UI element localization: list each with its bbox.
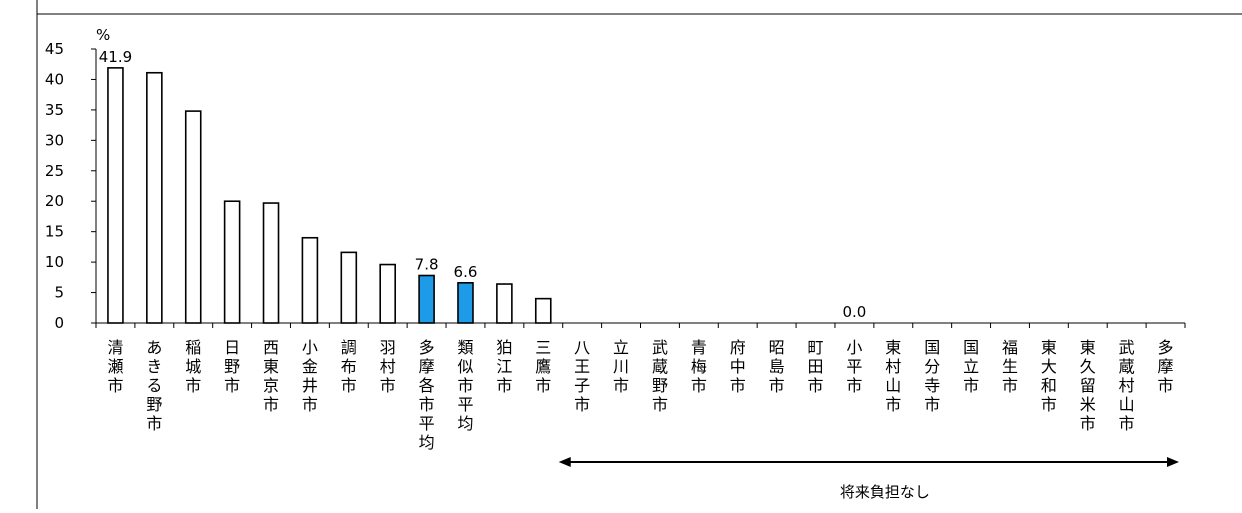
category-label: 国分寺市 (924, 338, 940, 414)
data-label: 6.6 (454, 263, 478, 281)
bar-6 (301, 236, 319, 324)
category-label: 八王子市 (574, 338, 590, 414)
data-label: 7.8 (415, 256, 439, 274)
data-label: 41.9 (99, 48, 132, 66)
bar-2 (146, 71, 163, 324)
category-label: 多摩市 (1158, 338, 1174, 395)
bar-5 (262, 202, 280, 324)
bar-11 (496, 283, 513, 324)
category-label: 町田市 (808, 338, 824, 395)
category-label: 類似市平均 (457, 338, 473, 433)
y-tick-label: 0 (54, 314, 64, 332)
category-label: 東大和市 (1041, 338, 1057, 414)
category-label: 東村山市 (885, 338, 901, 414)
category-label: 昭島市 (769, 338, 785, 395)
bar-12 (534, 297, 552, 324)
category-label: 武蔵野市 (652, 338, 668, 414)
category-label: 西東京市 (263, 338, 279, 414)
y-tick-label: 25 (45, 162, 64, 180)
category-label: 東久留米市 (1080, 338, 1096, 433)
category-label: 狛江市 (496, 338, 512, 395)
category-label: 三鷹市 (535, 338, 551, 395)
y-tick-label: 15 (45, 223, 64, 241)
category-label: 小金井市 (302, 338, 318, 414)
category-label: 清瀬市 (107, 338, 123, 395)
category-label: 羽村市 (380, 338, 396, 395)
y-tick-label: 30 (45, 131, 64, 149)
bar-4 (223, 200, 241, 324)
category-label: 府中市 (730, 338, 746, 395)
range-arrow-left-head (558, 457, 571, 467)
bar-1 (107, 67, 124, 324)
y-tick-label: 35 (45, 101, 64, 119)
category-label: 多摩各市平均 (419, 338, 435, 452)
category-label: 調布市 (341, 338, 357, 395)
y-tick-label: 10 (45, 253, 64, 271)
category-label: 青梅市 (691, 338, 707, 395)
y-tick-label: 20 (45, 192, 64, 210)
range-arrow-right-head (1167, 457, 1179, 467)
bar-7 (340, 251, 358, 324)
unit-label: % (96, 26, 110, 44)
bar-10 (457, 282, 474, 324)
bar-3 (184, 110, 202, 324)
category-label: 国立市 (963, 338, 979, 395)
y-tick-label: 5 (54, 284, 64, 302)
category-label: 日野市 (224, 338, 240, 395)
category-label: あきる野市 (146, 338, 162, 433)
bar-9 (418, 274, 435, 324)
data-label: 0.0 (842, 303, 866, 321)
bar-8 (379, 263, 396, 324)
range-annotation-label: 将来負担なし (840, 483, 930, 501)
category-label: 立川市 (613, 338, 629, 395)
category-label: 稲城市 (185, 338, 201, 395)
y-tick-label: 40 (45, 70, 64, 88)
category-label: 武蔵村山市 (1119, 338, 1135, 433)
y-tick-label: 45 (45, 40, 64, 58)
category-label: 小平市 (846, 338, 862, 395)
category-label: 福生市 (1002, 338, 1018, 395)
